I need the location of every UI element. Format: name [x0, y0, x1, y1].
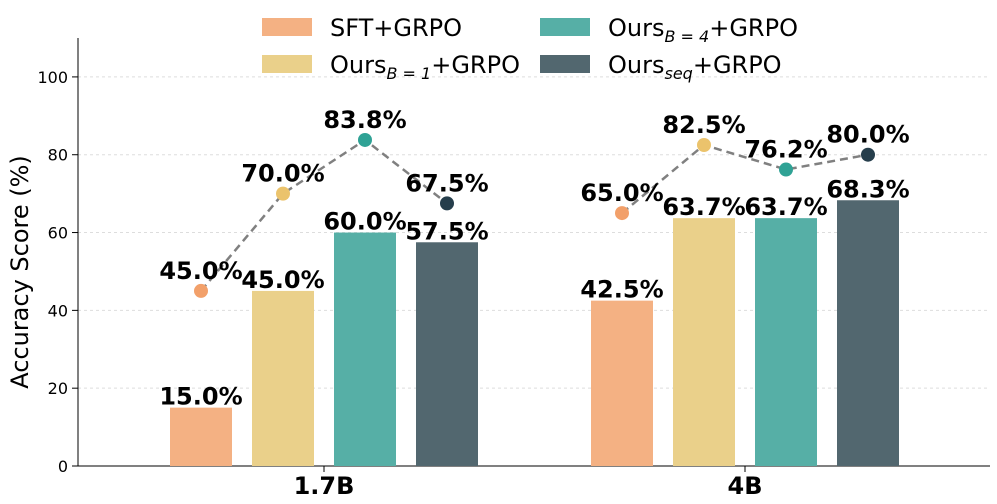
bar-value-label: 68.3% — [826, 175, 909, 203]
bar-value-label: 63.7% — [744, 193, 827, 221]
y-tick-label: 0 — [58, 457, 68, 476]
point-value-label: 65.0% — [580, 179, 663, 207]
bars — [170, 200, 899, 466]
y-axis-title: Accuracy Score (%) — [6, 155, 34, 389]
bar — [416, 242, 478, 466]
point-marker — [615, 206, 629, 221]
legend-swatch — [262, 18, 312, 36]
y-tick-label: 40 — [48, 301, 68, 320]
bar-value-label: 63.7% — [662, 193, 745, 221]
axes: 0 20 40 60 80 100 1.7B 4B — [37, 38, 990, 500]
y-tick-label: 80 — [48, 146, 68, 165]
bar — [673, 218, 735, 466]
point-value-label: 82.5% — [662, 111, 745, 139]
y-tick-label: 100 — [37, 68, 68, 87]
point-marker — [697, 138, 711, 152]
legend-swatch — [540, 18, 590, 36]
point-marker — [861, 147, 875, 162]
points — [194, 132, 875, 298]
point-value-label: 76.2% — [744, 136, 827, 164]
bar-value-label: 57.5% — [405, 217, 488, 245]
point-marker — [440, 196, 454, 211]
y-tick-label: 60 — [48, 224, 68, 243]
bar-value-label: 45.0% — [241, 266, 324, 294]
bar — [837, 200, 899, 466]
bar — [591, 300, 653, 466]
legend: SFT+GRPO OursB = 1+GRPO OursB = 4+GRPO Ours… — [262, 14, 798, 83]
data-labels: 15.0% 42.5% 45.0% 65.0% 45.0% 63.7% 70.0% 82.5%… — [159, 106, 909, 411]
legend-swatch — [262, 55, 312, 73]
connector-line — [621, 143, 869, 215]
bar — [170, 407, 232, 466]
point-marker — [276, 186, 290, 201]
connector-line — [200, 138, 448, 292]
gridlines — [78, 76, 990, 389]
bar — [252, 290, 314, 466]
legend-entry: Oursseq+GRPO — [608, 51, 782, 83]
connector-lines — [200, 138, 869, 292]
point-value-label: 67.5% — [405, 169, 488, 197]
bar — [334, 232, 396, 466]
point-value-label: 70.0% — [241, 160, 324, 188]
x-category-label: 4B — [728, 472, 763, 500]
point-marker — [358, 132, 372, 147]
legend-entry: SFT+GRPO — [330, 14, 462, 42]
legend-swatch — [540, 55, 590, 73]
point-value-label: 80.0% — [826, 121, 909, 149]
bar — [755, 218, 817, 466]
bar-value-label: 15.0% — [159, 383, 242, 411]
point-marker — [194, 283, 208, 298]
point-value-label: 45.0% — [159, 257, 242, 285]
y-tick-label: 20 — [48, 379, 68, 398]
bar-value-label: 60.0% — [323, 208, 406, 236]
bar-value-label: 42.5% — [580, 276, 663, 304]
legend-entry: OursB = 4+GRPO — [608, 14, 798, 46]
point-marker — [779, 162, 793, 177]
x-category-label: 1.7B — [294, 472, 355, 500]
legend-entry: OursB = 1+GRPO — [330, 51, 520, 83]
point-value-label: 83.8% — [323, 106, 406, 134]
